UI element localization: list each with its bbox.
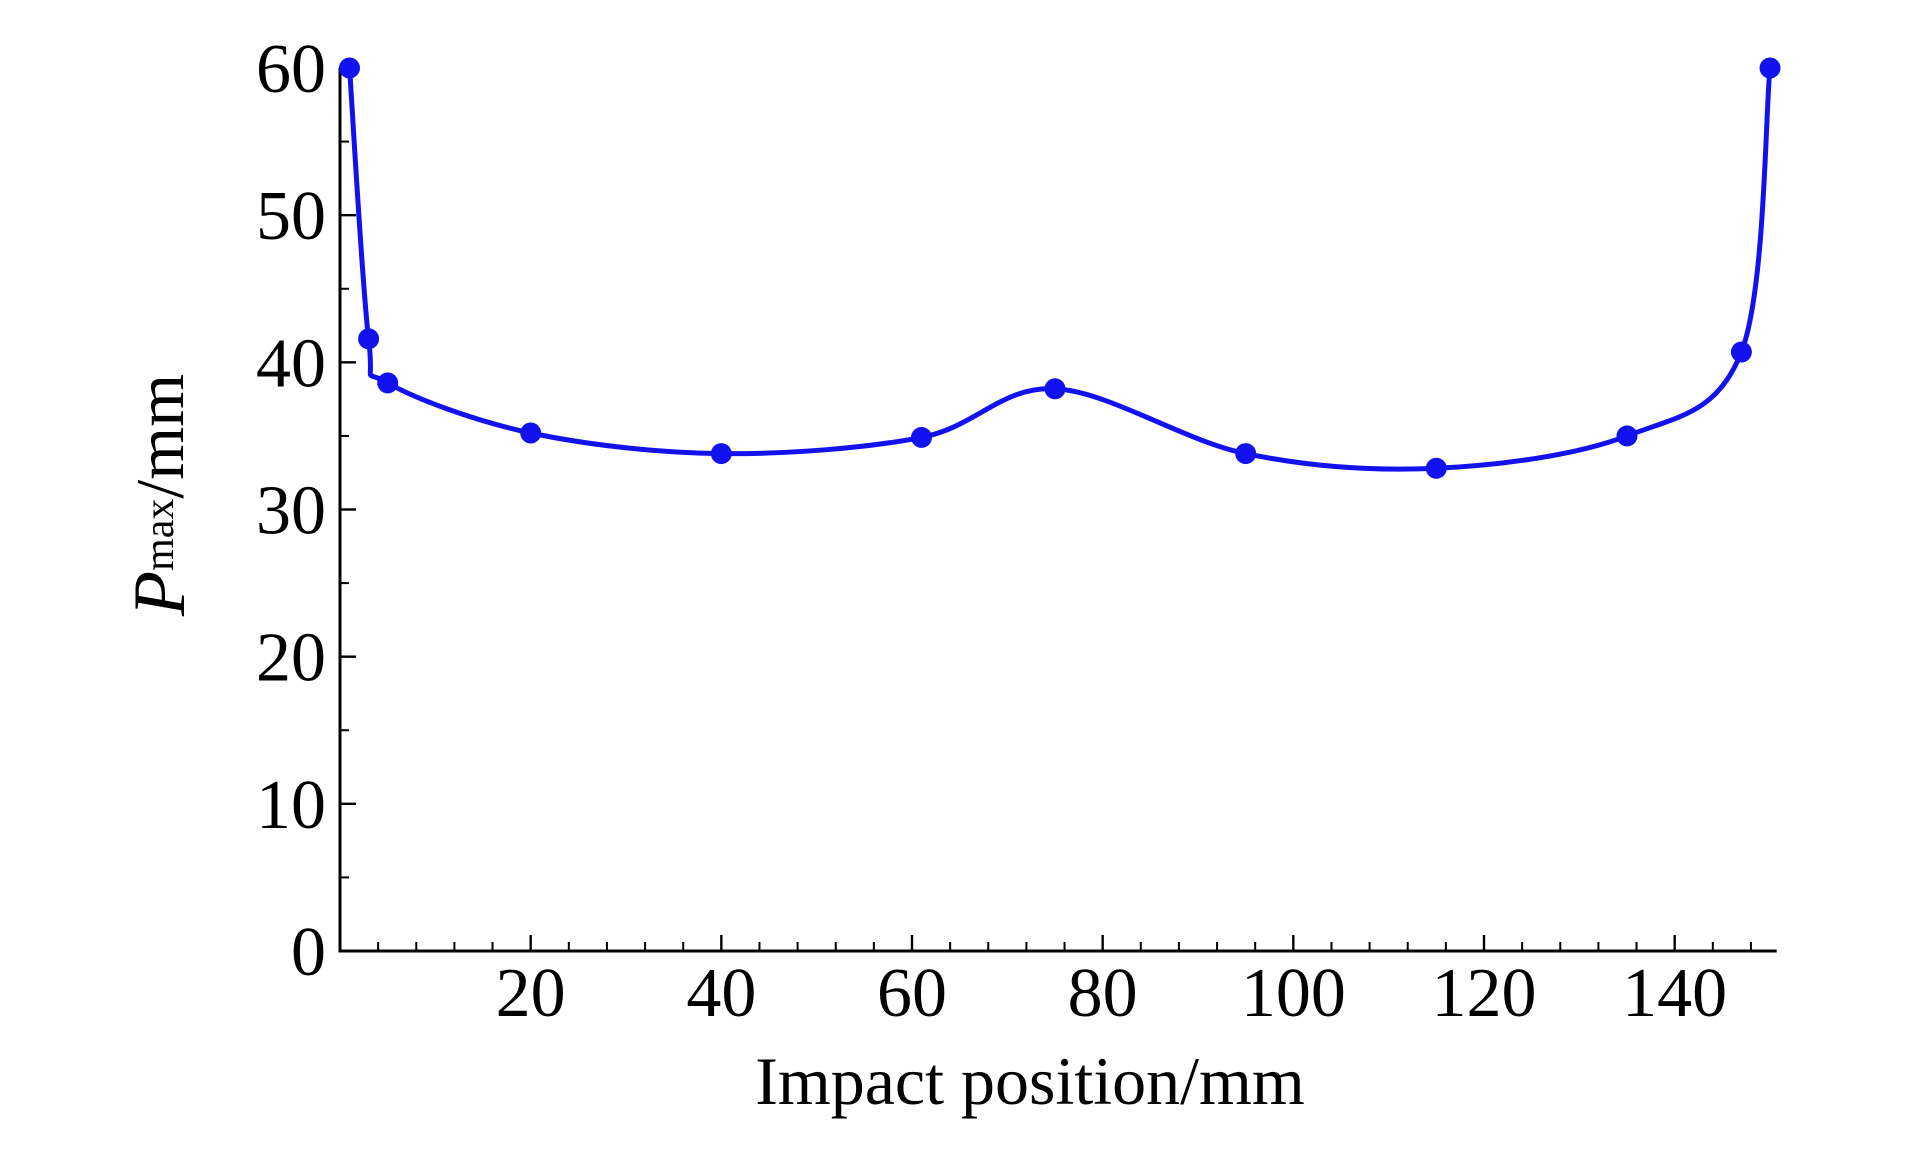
data-point bbox=[1616, 425, 1638, 447]
data-point bbox=[339, 57, 360, 79]
data-line bbox=[347, 65, 1773, 472]
data-point bbox=[1759, 57, 1781, 79]
y-axis-title-unit: /mm bbox=[121, 373, 198, 499]
y-tick-label: 10 bbox=[256, 767, 326, 844]
data-point bbox=[1730, 341, 1752, 363]
axis-lines bbox=[338, 68, 1777, 953]
x-tick-label: 20 bbox=[496, 955, 566, 1032]
x-tick-label: 80 bbox=[1068, 955, 1138, 1032]
data-point bbox=[377, 372, 399, 394]
data-point bbox=[710, 443, 732, 465]
y-tick-label: 40 bbox=[256, 325, 326, 402]
data-point bbox=[1235, 443, 1257, 465]
x-tick-label: 140 bbox=[1622, 955, 1727, 1032]
y-axis-title-variable: P bbox=[118, 570, 201, 617]
y-tick-label: 30 bbox=[256, 473, 326, 550]
y-tick-label: 20 bbox=[256, 620, 326, 697]
x-tick-label: 100 bbox=[1241, 955, 1346, 1032]
y-tick-label: 60 bbox=[256, 31, 326, 108]
y-tick-label: 0 bbox=[291, 914, 326, 991]
x-tick-label: 120 bbox=[1432, 955, 1537, 1032]
data-point bbox=[911, 426, 932, 448]
x-tick-label: 60 bbox=[877, 955, 947, 1032]
data-point bbox=[520, 422, 542, 444]
x-axis-title-text: Impact position/mm bbox=[755, 1043, 1305, 1119]
x-axis-title: Impact position/mm bbox=[640, 1042, 1420, 1121]
data-point bbox=[358, 328, 380, 350]
data-point bbox=[1044, 378, 1066, 400]
x-tick-label: 40 bbox=[686, 955, 756, 1032]
data-point bbox=[1425, 457, 1447, 479]
y-tick-label: 50 bbox=[256, 178, 326, 255]
